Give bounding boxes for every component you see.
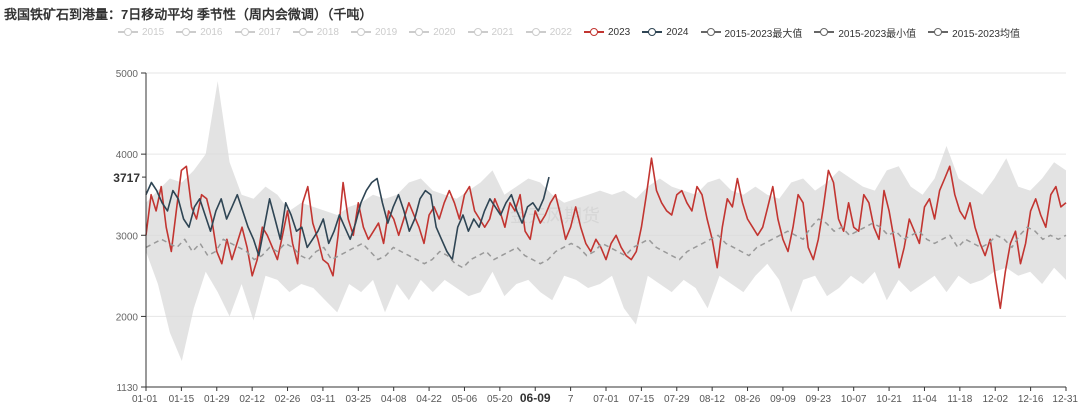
x-tick-label: 02-12 — [239, 394, 265, 405]
legend-symbol-icon — [814, 27, 835, 37]
legend-label: 2015-2023均值 — [952, 28, 1020, 40]
y-tick-label: 3000 — [116, 231, 139, 242]
legend-symbol-icon — [118, 27, 138, 37]
x-tick-label: 09-09 — [770, 394, 796, 405]
x-tick-label: 10-21 — [876, 394, 902, 405]
legend-symbol-icon — [642, 27, 663, 37]
series-line — [145, 176, 550, 261]
legend-symbol-icon — [176, 27, 197, 37]
legend-item[interactable]: 2020 — [409, 26, 456, 38]
legend-item[interactable]: 2016 — [176, 26, 223, 38]
legend-item[interactable]: 2015-2023最小值 — [814, 25, 916, 40]
x-tick-label: 04-08 — [381, 394, 407, 405]
x-tick-label: 09-23 — [806, 394, 832, 405]
x-tick-label: 10-07 — [841, 394, 867, 405]
y-tick-label: 2000 — [116, 312, 139, 323]
legend-symbol-icon — [409, 27, 430, 37]
legend-item[interactable]: 2019 — [351, 27, 397, 38]
y-axis: 5000 4000 3000 2000 1130 — [116, 69, 147, 394]
x-tick-label: 11-04 — [912, 394, 937, 405]
legend-symbol-icon — [292, 27, 313, 37]
legend-symbol-icon — [928, 27, 949, 37]
legend-item[interactable]: 2015 — [118, 27, 164, 38]
x-tick-label: 06-09 — [520, 391, 551, 405]
range-band-area — [146, 81, 1066, 361]
x-axis: 01-01 01-15 01-29 02-12 02-26 03-11 03-25 04-08… — [132, 386, 1078, 405]
x-tick-label: 05-06 — [452, 394, 478, 405]
x-tick-label: 01-29 — [204, 394, 230, 405]
legend-item[interactable]: 2023 — [584, 27, 630, 38]
legend-label: 2023 — [608, 26, 631, 38]
series-lines — [145, 157, 1067, 310]
legend-label: 2019 — [375, 26, 398, 38]
x-tick-label: 04-22 — [416, 394, 442, 405]
x-tick-label: 05-20 — [487, 394, 513, 405]
x-tick-label: 07-29 — [664, 394, 690, 405]
x-tick-label: 02-26 — [275, 394, 301, 405]
series-line — [145, 218, 1067, 269]
y-tick-label: 1130 — [116, 383, 138, 394]
legend-symbol-icon — [351, 27, 371, 37]
y-tick-label: 4000 — [116, 150, 139, 161]
x-tick-label: 03-11 — [311, 394, 336, 405]
legend-label: 2024 — [666, 26, 689, 38]
legend-item[interactable]: 2017 — [234, 26, 281, 38]
legend-label: 2016 — [200, 26, 223, 38]
legend-label: 2015-2023最小值 — [838, 28, 917, 40]
legend-symbol-icon — [584, 27, 604, 37]
x-tick-label: 08-26 — [735, 394, 761, 405]
x-tick-label: 07-15 — [629, 394, 655, 405]
cursor-value-label: 3717 — [113, 171, 140, 185]
cursor: 3717 — [113, 171, 146, 185]
legend-label: 2020 — [433, 26, 456, 38]
legend-label: 2022 — [549, 26, 572, 38]
legend-label: 2017 — [258, 26, 281, 38]
legend-label: 2015 — [142, 26, 165, 38]
x-tick-label: 08-12 — [699, 394, 725, 405]
legend-symbol-icon — [467, 27, 488, 37]
legend-item[interactable]: 2022 — [525, 26, 572, 38]
range-band — [146, 81, 1066, 361]
legend-label: 2015-2023最大值 — [724, 28, 803, 40]
legend-item[interactable]: 2015-2023最大值 — [700, 25, 803, 40]
x-tick-label: 01-15 — [169, 394, 195, 405]
x-tick-label: 12-16 — [1018, 394, 1044, 405]
x-tick-label: 11-18 — [947, 394, 972, 405]
legend-item[interactable]: 2018 — [292, 26, 339, 38]
legend-label: 2018 — [316, 26, 339, 38]
x-tick-label: 01-01 — [132, 394, 158, 405]
legend-label: 2021 — [491, 26, 514, 38]
legend-item[interactable]: 2021 — [467, 26, 514, 38]
y-tick-label: 5000 — [116, 69, 139, 80]
legend: 2015 2016 2017 2018 2019 2020 2021 2022 2023 2024… — [118, 24, 1020, 40]
legend-symbol-icon — [525, 27, 546, 37]
legend-symbol-icon — [234, 27, 255, 37]
series-line — [145, 157, 1067, 310]
x-tick-label: 03-25 — [346, 394, 372, 405]
x-tick-label: 12-02 — [982, 394, 1008, 405]
legend-item[interactable]: 2024 — [642, 26, 689, 38]
x-tick-label: 7 — [568, 394, 574, 405]
chart-title: 我国铁矿石到港量：7日移动平均 季节性（周内会微调）（千吨） — [4, 7, 373, 22]
x-tick-label: 07-01 — [593, 394, 619, 405]
x-tick-label: 12-31 — [1052, 394, 1078, 405]
legend-symbol-icon — [700, 27, 721, 37]
legend-item[interactable]: 2015-2023均值 — [928, 25, 1020, 40]
